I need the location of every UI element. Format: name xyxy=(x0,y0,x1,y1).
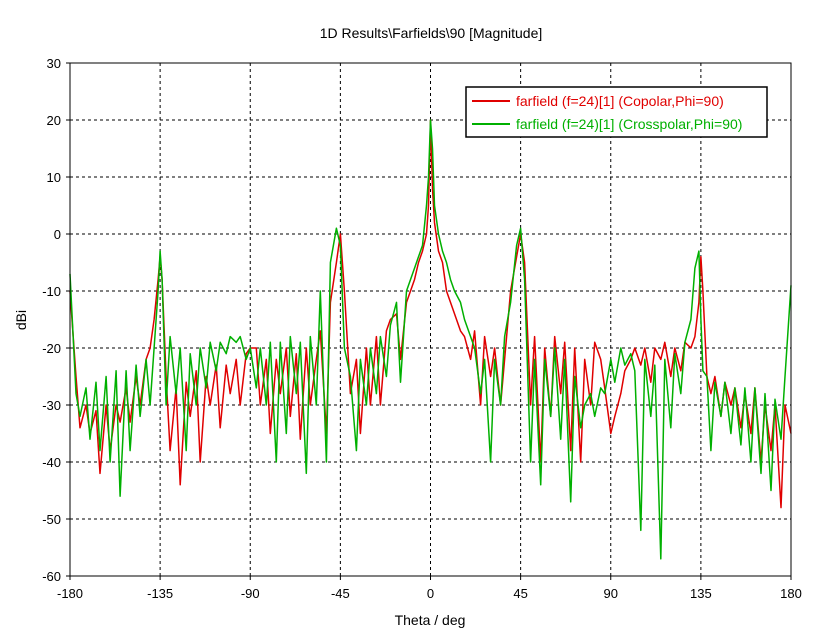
y-tick-label: -20 xyxy=(42,341,61,356)
x-tick-label: 180 xyxy=(780,586,802,601)
legend-entry-copolar[interactable]: farfield (f=24)[1] (Copolar,Phi=90) xyxy=(516,93,724,109)
x-axis: -180 -135 -90 -45 0 45 90 135 180 xyxy=(57,576,802,601)
y-tick-label: -40 xyxy=(42,455,61,470)
y-axis: 30 20 10 0 -10 -20 -30 -40 -50 -60 xyxy=(42,56,70,584)
y-tick-label: 30 xyxy=(47,56,61,71)
x-tick-label: 90 xyxy=(604,586,618,601)
y-tick-label: 20 xyxy=(47,113,61,128)
legend-entry-crosspolar[interactable]: farfield (f=24)[1] (Crosspolar,Phi=90) xyxy=(516,116,742,132)
x-tick-label: 0 xyxy=(427,586,434,601)
y-tick-label: -60 xyxy=(42,569,61,584)
x-tick-label: 45 xyxy=(513,586,527,601)
y-tick-label: 10 xyxy=(47,170,61,185)
y-axis-label: dBi xyxy=(13,310,29,330)
x-tick-label: -135 xyxy=(147,586,173,601)
series-layer xyxy=(69,119,792,560)
legend[interactable]: farfield (f=24)[1] (Copolar,Phi=90) farf… xyxy=(465,86,768,138)
x-axis-label: Theta / deg xyxy=(395,612,466,628)
legend-box xyxy=(465,86,768,138)
x-tick-label: 135 xyxy=(690,586,712,601)
chart-title: 1D Results\Farfields\90 [Magnitude] xyxy=(320,25,543,41)
y-tick-label: 0 xyxy=(54,227,61,242)
x-tick-label: -90 xyxy=(241,586,260,601)
y-tick-label: -10 xyxy=(42,284,61,299)
x-tick-label: -180 xyxy=(57,586,83,601)
series-line-crosspolar xyxy=(69,119,792,560)
y-tick-label: -50 xyxy=(42,512,61,527)
x-tick-label: -45 xyxy=(331,586,350,601)
y-tick-label: -30 xyxy=(42,398,61,413)
